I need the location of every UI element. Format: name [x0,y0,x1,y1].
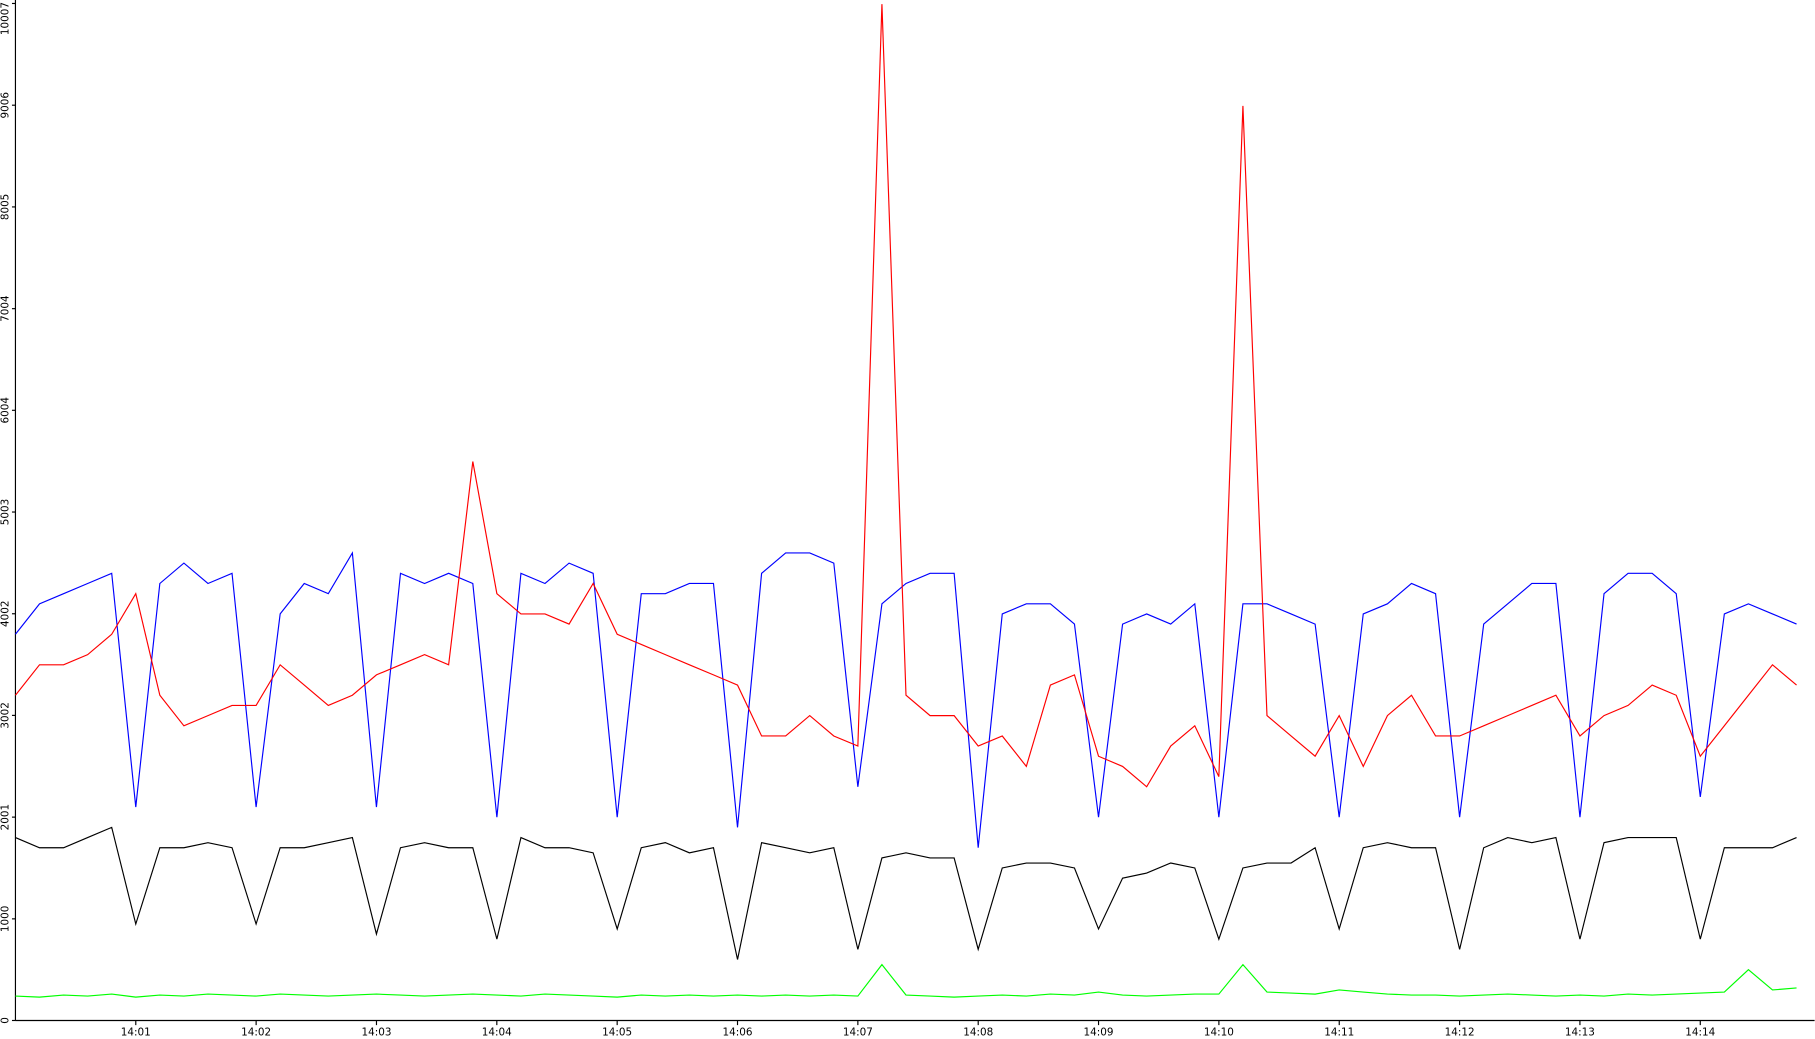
x-tick-label: 14:07 [843,1027,873,1039]
series-line [14,4,1797,788]
x-tick-label: 14:06 [723,1027,753,1039]
x-tick-label: 14:05 [602,1027,632,1039]
x-tick-label: 14:13 [1565,1027,1595,1039]
y-tick-label: 0 [0,1017,11,1024]
x-tick-label: 14:02 [241,1027,271,1039]
x-tick-label: 14:09 [1084,1027,1114,1039]
x-tick-label: 14:01 [121,1027,151,1039]
x-tick-label: 14:04 [482,1027,512,1039]
x-tick-label: 14:10 [1204,1027,1234,1039]
y-tick-label: 5003 [0,499,11,525]
y-tick-label: 9006 [0,92,11,118]
y-tick-label: 7004 [0,295,11,322]
series-line [14,551,1797,848]
series-line [15,826,1797,960]
series-line [15,963,1797,998]
x-tick-label: 14:11 [1324,1027,1354,1039]
y-tick-label: 1000 [0,906,11,932]
y-tick-label: 3002 [0,702,11,728]
y-tick-label: 10007 [0,2,11,35]
y-tick-label: 4002 [0,601,11,627]
y-tick-label: 2001 [0,804,11,830]
y-tick-label: 8005 [0,194,11,220]
x-tick-label: 14:12 [1445,1027,1475,1039]
x-tick-label: 14:08 [963,1027,993,1039]
y-tick-label: 6004 [0,397,11,424]
x-tick-label: 14:03 [361,1027,391,1039]
x-tick-label: 14:14 [1685,1027,1715,1039]
